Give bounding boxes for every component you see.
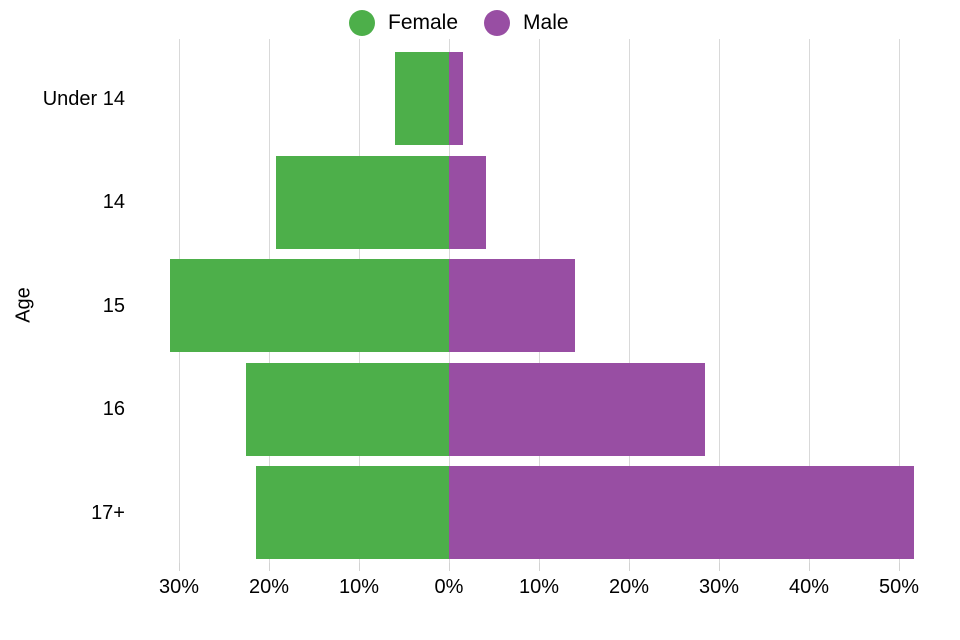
gridline	[718, 39, 720, 563]
x-tick-label: 10%	[338, 576, 380, 598]
bar-female	[170, 259, 449, 352]
male-legend-dot-icon	[484, 10, 511, 36]
bar-male	[449, 52, 463, 145]
x-axis-tick	[178, 563, 180, 571]
x-tick-label: 20%	[608, 576, 650, 598]
bar-male	[449, 259, 575, 352]
gridline	[628, 39, 630, 563]
bar-male	[449, 155, 486, 249]
gridline	[898, 39, 900, 563]
legend-label-male: Male	[523, 11, 569, 34]
legend-item-female: Female	[349, 10, 458, 36]
y-tick-label: 17+	[91, 501, 125, 524]
x-axis-tick	[268, 563, 270, 571]
bar-female	[256, 466, 449, 559]
gridline	[808, 39, 810, 563]
x-tick-label: 20%	[248, 576, 290, 598]
legend-item-male: Male	[484, 10, 569, 36]
bar-female	[245, 362, 449, 456]
x-tick-label: 0%	[434, 576, 464, 598]
x-axis-tick	[538, 563, 540, 571]
x-tick-label: 10%	[518, 576, 560, 598]
x-tick-label: 40%	[788, 576, 830, 598]
legend: Female Male	[349, 10, 569, 36]
x-axis-tick	[628, 563, 630, 571]
x-axis-tick	[808, 563, 810, 571]
female-legend-dot-icon	[349, 10, 375, 36]
x-axis-tick	[898, 563, 900, 571]
y-tick-label: 14	[102, 191, 125, 213]
y-tick-label: 16	[102, 398, 125, 420]
bar-male	[449, 466, 915, 559]
x-axis-tick	[358, 563, 360, 571]
y-tick-label: 15	[102, 294, 125, 317]
x-tick-label: 50%	[878, 576, 920, 598]
x-tick-label: 30%	[698, 576, 740, 598]
x-tick-label: 30%	[158, 576, 200, 598]
y-tick-label: Under 14	[42, 87, 125, 110]
bar-male	[449, 362, 705, 456]
legend-label-female: Female	[388, 11, 459, 34]
bar-female	[395, 52, 449, 145]
x-axis-tick	[718, 563, 720, 571]
bar-female	[276, 155, 449, 249]
x-axis-tick	[448, 563, 450, 571]
